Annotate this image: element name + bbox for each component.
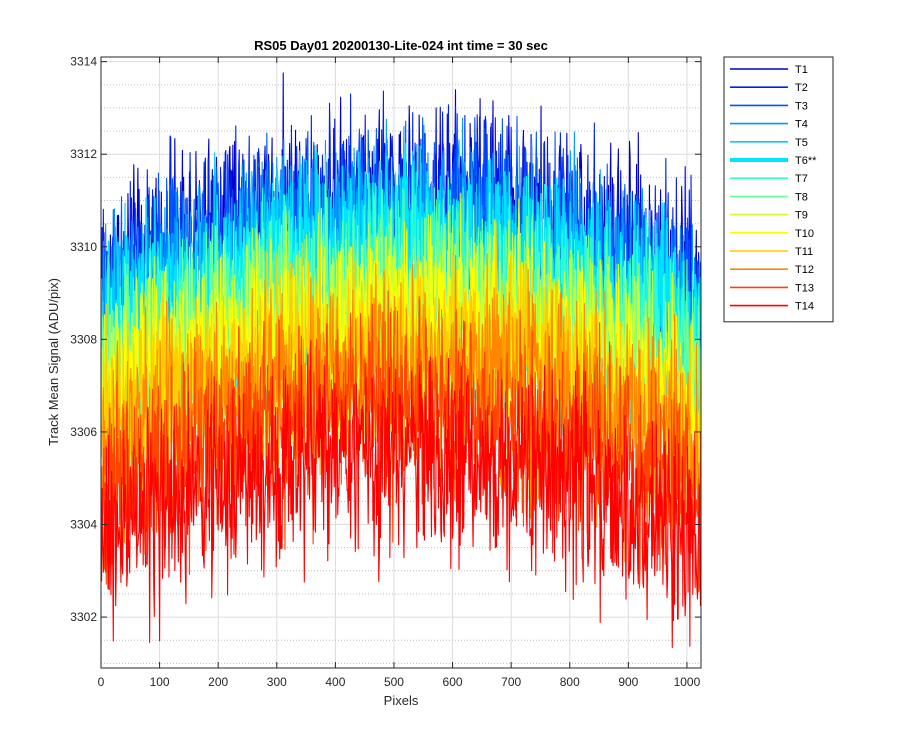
legend-label: T3 xyxy=(795,100,808,112)
x-tick-label: 300 xyxy=(267,675,287,689)
legend-label: T5 xyxy=(795,137,808,149)
y-axis-title: Track Mean Signal (ADU/pix) xyxy=(46,278,61,446)
legend-label: T6** xyxy=(795,155,817,167)
legend-box xyxy=(723,56,834,323)
chart-title: RS05 Day01 20200130-Lite-024 int time = … xyxy=(254,38,548,53)
y-tick-label: 3312 xyxy=(70,147,97,161)
x-tick-label: 400 xyxy=(325,675,345,689)
series-line-t14 xyxy=(101,340,701,649)
legend-label: T1 xyxy=(795,64,808,76)
x-tick-label: 800 xyxy=(560,675,580,689)
legend-label: T10 xyxy=(795,228,814,240)
legend-label: T13 xyxy=(795,282,814,294)
x-tick-label: 1000 xyxy=(674,675,701,689)
y-tick-label: 3310 xyxy=(70,240,97,254)
legend-label: T2 xyxy=(795,82,808,94)
y-tick-label: 3306 xyxy=(70,425,97,439)
legend-label: T7 xyxy=(795,173,808,185)
x-tick-label: 100 xyxy=(150,675,170,689)
x-tick-label: 700 xyxy=(501,675,521,689)
x-tick-label: 0 xyxy=(98,675,105,689)
x-axis-title: Pixels xyxy=(384,693,419,708)
legend-label: T12 xyxy=(795,264,814,276)
legend-label: T9 xyxy=(795,210,808,222)
plot-frame xyxy=(100,56,702,669)
legend-label: T8 xyxy=(795,191,808,203)
legend-label: T11 xyxy=(795,246,813,258)
y-tick-label: 3314 xyxy=(70,55,97,69)
legend-label: T14 xyxy=(795,301,814,313)
y-tick-label: 3302 xyxy=(70,610,97,624)
x-tick-label: 600 xyxy=(443,675,463,689)
x-tick-label: 900 xyxy=(618,675,638,689)
x-tick-label: 500 xyxy=(384,675,404,689)
x-tick-label: 200 xyxy=(208,675,228,689)
legend-label: T4 xyxy=(795,119,808,131)
axis-ticks: 0 100 200 300 400 500 600 700 800 900 1000 3302 3304… xyxy=(70,55,701,689)
y-tick-label: 3308 xyxy=(70,332,97,346)
y-tick-label: 3304 xyxy=(70,518,97,532)
legend: T1 T2 T3 T4 T5 T6** T7 T8 T9 T10 T11 T12 T13 T14 xyxy=(723,56,834,323)
series-lines xyxy=(101,72,701,649)
